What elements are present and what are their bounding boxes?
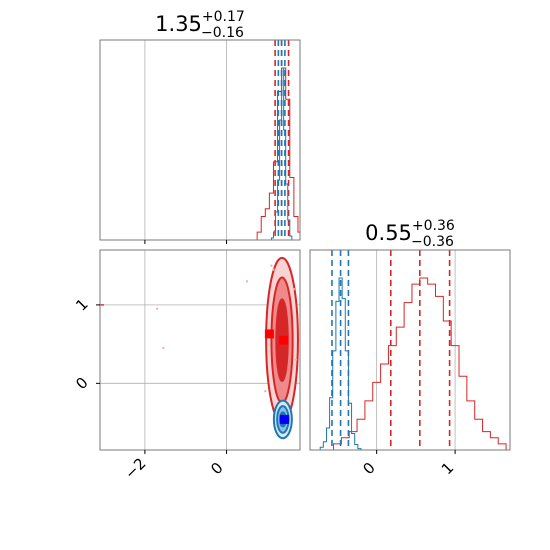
outlier-point	[264, 389, 267, 393]
hist-top-background	[100, 40, 300, 240]
outlier-point	[292, 288, 296, 291]
hist-right-title-plus: +0.36	[412, 218, 455, 234]
contour-ytick-label: 1	[72, 295, 91, 314]
hist-right-histogram-series-1	[319, 277, 362, 450]
hist-panel-top: 1.35+0.17 −0.16	[99, 9, 301, 244]
contour-frame	[99, 249, 301, 451]
hist-right-background	[310, 250, 510, 450]
hist-top-title: 1.35+0.17	[155, 9, 245, 36]
contour-xtick-label: 0	[207, 459, 226, 478]
hist-top-ticks	[144, 240, 228, 244]
hist-top-grid	[144, 40, 227, 240]
outlier-point	[245, 280, 249, 283]
hist-right-title: 0.55+0.36	[365, 218, 455, 245]
hist-top-plot-area	[256, 40, 300, 240]
marker-square	[264, 329, 274, 339]
hist-right-grid	[376, 250, 456, 450]
outlier-point	[270, 264, 273, 267]
outlier-point	[294, 358, 298, 362]
hist-right-frame	[309, 249, 511, 451]
hist-top-title-plus: +0.17	[202, 9, 245, 25]
hist-top-title-minus: −0.16	[201, 25, 244, 41]
outlier-point	[272, 268, 275, 271]
hist-top-frame	[99, 39, 301, 241]
hist-top-title-value: 1.35	[155, 12, 202, 36]
hist-right-xtick-label: 1	[438, 459, 457, 478]
contour-panel: −2 0 0 1	[72, 249, 301, 483]
hist-top-histogram-series-0	[256, 67, 300, 240]
outlier-point	[162, 346, 165, 350]
hist-right-title-value: 0.55	[365, 221, 412, 245]
contour-ytick-label: 0	[72, 374, 91, 393]
marker-square	[279, 335, 289, 345]
contour-plot-area	[100, 256, 299, 440]
hist-right-xtick-label: 0	[359, 459, 378, 478]
outlier-point	[155, 307, 159, 311]
hist-right-plot-area	[319, 250, 507, 450]
hist-right-title-minus: −0.36	[411, 234, 454, 250]
contour-xtick-label: −2	[121, 454, 149, 482]
marker-square	[279, 414, 289, 424]
